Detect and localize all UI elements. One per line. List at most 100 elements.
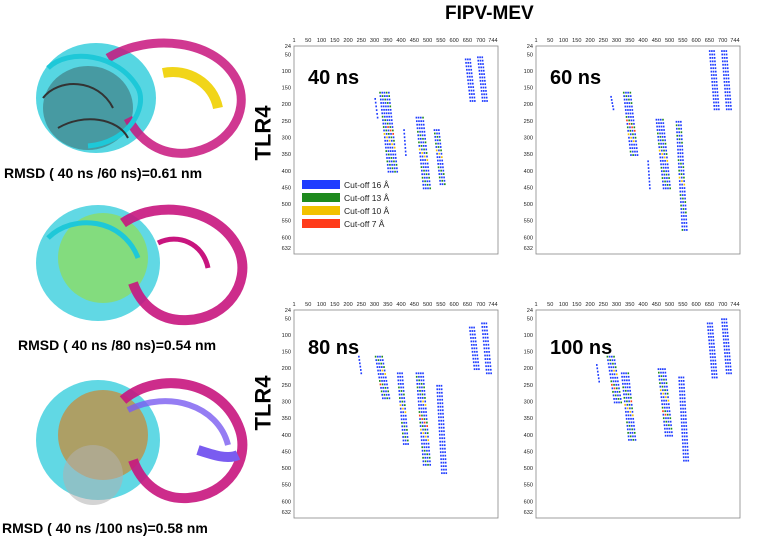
- contact-dot: [709, 356, 712, 359]
- contact-dot: [403, 400, 406, 403]
- contact-dot: [727, 104, 730, 107]
- contact-dot: [668, 410, 671, 413]
- contact-dot: [468, 326, 471, 329]
- contact-dot: [679, 397, 682, 400]
- contact-dot: [679, 390, 681, 393]
- contact-dot: [715, 74, 717, 76]
- contact-dot: [401, 428, 404, 431]
- contact-dot: [682, 456, 685, 459]
- contact-dot: [678, 383, 681, 386]
- contact-dot: [385, 390, 387, 393]
- contact-dot: [626, 428, 629, 431]
- contact-dot: [664, 371, 667, 374]
- contact-dot: [680, 208, 683, 210]
- contact-dot: [419, 425, 422, 427]
- contact-dot: [440, 465, 443, 468]
- contact-dot: [663, 173, 666, 176]
- contact-dot: [715, 369, 718, 372]
- contact-dot: [626, 126, 629, 129]
- contact-dot: [490, 372, 492, 375]
- contact-dot: [418, 375, 420, 378]
- contact-dot: [420, 120, 422, 123]
- contact-dot: [668, 406, 670, 409]
- contact-dot: [424, 456, 427, 459]
- contact-dot: [467, 58, 469, 61]
- contact-dot: [665, 166, 667, 169]
- contact-dot: [424, 460, 427, 463]
- contact-dot: [422, 183, 425, 186]
- contact-dot: [618, 401, 620, 404]
- contact-dot: [436, 139, 439, 142]
- contact-dot: [473, 347, 476, 350]
- contact-dot: [664, 434, 667, 437]
- contact-dot: [681, 225, 684, 228]
- contact-dot: [416, 127, 419, 130]
- contact-dot: [628, 400, 630, 403]
- y-tick-label: 250: [282, 119, 291, 125]
- contact-dot: [385, 126, 387, 128]
- contact-dot: [662, 375, 665, 378]
- x-tick-label: 600: [449, 302, 458, 308]
- contact-dot: [382, 126, 385, 128]
- contact-dot: [668, 431, 671, 434]
- contact-dot: [400, 390, 403, 392]
- contact-dot: [418, 407, 420, 410]
- y-tick-label: 300: [524, 136, 533, 142]
- contact-dot: [711, 53, 713, 56]
- contact-dot: [628, 119, 630, 122]
- contact-dot: [382, 373, 384, 375]
- contact-dot: [685, 428, 688, 431]
- contact-dot: [709, 57, 712, 59]
- contact-dot: [426, 159, 429, 161]
- contact-dot: [606, 355, 609, 358]
- contact-dot: [465, 61, 467, 64]
- contact-dot: [679, 400, 682, 403]
- contact-dot: [482, 86, 485, 89]
- contact-dot: [661, 156, 664, 159]
- contact-dot: [441, 179, 444, 182]
- contact-dot: [721, 318, 723, 321]
- contact-dot: [424, 183, 427, 186]
- contact-dot: [374, 98, 376, 100]
- contact-dot: [723, 53, 726, 56]
- contact-dot: [597, 374, 600, 376]
- contact-dot: [712, 67, 715, 70]
- contact-dot: [684, 442, 686, 445]
- contact-dot: [464, 58, 467, 61]
- contact-dot: [435, 142, 437, 145]
- contact-dot: [609, 373, 611, 376]
- contact-dot: [633, 122, 635, 125]
- contact-dot: [666, 406, 668, 409]
- y-tick-label: 300: [524, 400, 533, 406]
- contact-dot: [662, 122, 665, 125]
- contact-dot: [486, 358, 489, 360]
- x-tick-label: 744: [730, 38, 739, 44]
- contact-dot: [482, 83, 484, 86]
- contact-dot: [389, 150, 392, 152]
- contact-dot: [662, 166, 665, 169]
- contact-dot: [665, 399, 668, 402]
- contact-dot: [681, 222, 683, 224]
- y-tick-label: 200: [524, 366, 533, 372]
- contact-dot: [437, 142, 439, 145]
- y-tick-label: 24: [527, 308, 533, 314]
- contact-dot: [388, 95, 391, 97]
- time-label: 40 ns: [308, 67, 359, 89]
- contact-dot: [423, 414, 425, 417]
- contact-dot: [623, 98, 626, 101]
- contact-dot: [486, 354, 489, 357]
- contact-dot: [481, 93, 483, 96]
- contact-dot: [663, 385, 666, 388]
- contact-dot: [471, 330, 474, 332]
- contact-dot: [622, 382, 624, 385]
- contact-dot: [615, 373, 618, 376]
- contact-dot: [683, 176, 685, 179]
- contact-dot: [425, 446, 428, 449]
- contact-dot: [401, 379, 404, 382]
- contact-dot: [665, 170, 667, 173]
- contact-dot: [421, 169, 423, 172]
- contact-dot: [403, 421, 405, 424]
- contact-dot: [626, 424, 629, 427]
- contact-dot: [623, 379, 626, 382]
- contact-map-svg: 1 50 100 150 200 250 300 350 400 450 500 550 600 650 7…: [282, 302, 499, 519]
